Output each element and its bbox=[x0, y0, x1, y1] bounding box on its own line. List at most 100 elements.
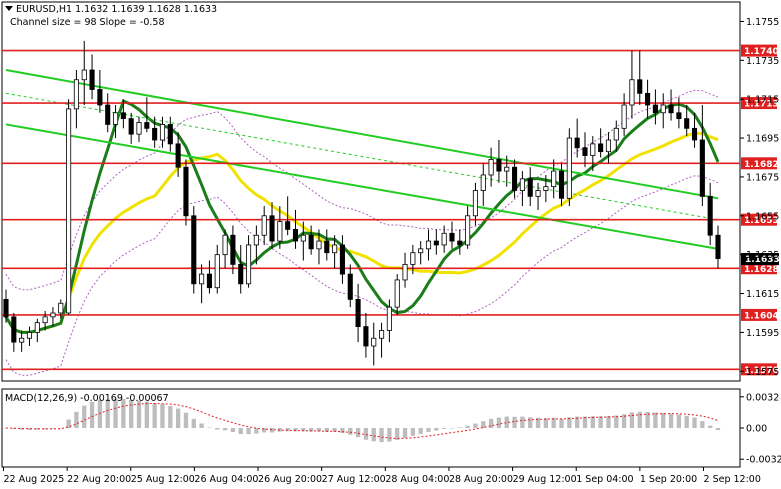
candle bbox=[300, 221, 306, 261]
macd-histogram-bar bbox=[332, 428, 337, 432]
macd-histogram-bar bbox=[348, 428, 353, 435]
candle bbox=[81, 40, 87, 106]
candle-body bbox=[551, 170, 557, 188]
candle-body bbox=[285, 221, 291, 230]
chart-menu-arrow-icon[interactable] bbox=[5, 6, 13, 11]
macd-histogram-bar bbox=[621, 414, 627, 428]
candle bbox=[316, 229, 322, 265]
macd-histogram-bar bbox=[465, 425, 470, 428]
time-tick-label: 27 Aug 12:00 bbox=[322, 474, 386, 485]
candle-body bbox=[590, 143, 596, 156]
time-tick-label: 26 Aug 04:00 bbox=[194, 474, 258, 485]
macd-histogram-bar bbox=[637, 411, 642, 428]
candle-body bbox=[34, 322, 40, 333]
macd-histogram-bar bbox=[598, 416, 603, 428]
candle-body bbox=[715, 234, 721, 259]
candle bbox=[425, 229, 432, 261]
candle bbox=[410, 244, 416, 275]
macd-histogram-bar bbox=[269, 428, 275, 433]
macd-histogram-bar bbox=[543, 418, 549, 428]
macd-histogram-bar bbox=[121, 398, 126, 428]
candle bbox=[637, 50, 643, 106]
candle bbox=[551, 159, 557, 199]
candle-body bbox=[652, 104, 658, 114]
macd-histogram-bar bbox=[262, 428, 267, 433]
current-price-marker: 1.1633 bbox=[741, 253, 780, 265]
candle bbox=[605, 132, 612, 164]
candle-body bbox=[691, 127, 698, 141]
macd-histogram-bar bbox=[82, 405, 87, 428]
macd-histogram-bar bbox=[645, 411, 650, 428]
candle bbox=[519, 171, 525, 207]
candle bbox=[441, 225, 447, 253]
candle bbox=[269, 202, 275, 249]
candle-body bbox=[410, 252, 416, 265]
candle bbox=[89, 54, 95, 100]
candle bbox=[402, 252, 408, 288]
macd-histogram-bar bbox=[27, 428, 32, 430]
level-price-box bbox=[741, 363, 777, 376]
candle bbox=[277, 206, 283, 249]
candle bbox=[676, 97, 682, 129]
candle-body bbox=[58, 302, 64, 314]
candle bbox=[707, 182, 713, 245]
macd-histogram-bar bbox=[559, 418, 564, 428]
macd-histogram-bar bbox=[105, 399, 110, 428]
time-tick-label: 22 Aug 20:00 bbox=[67, 474, 131, 485]
candle bbox=[26, 326, 33, 347]
candle-body bbox=[42, 316, 48, 324]
candle-body bbox=[11, 316, 17, 343]
macd-histogram-bar bbox=[35, 428, 40, 430]
candle bbox=[691, 112, 698, 148]
macd-histogram-bar bbox=[324, 428, 329, 432]
macd-tick-label: 0.00 bbox=[746, 424, 767, 435]
price-tick-label: 1.1675 bbox=[746, 172, 779, 183]
price-axis: 1.17551.17351.17151.16951.16751.16551.16… bbox=[740, 17, 779, 378]
candle bbox=[660, 93, 666, 129]
candle-body bbox=[214, 254, 220, 289]
candle-body bbox=[316, 240, 322, 250]
macd-histogram-bar bbox=[715, 428, 721, 431]
macd-histogram-bar bbox=[449, 428, 455, 429]
macd-histogram-bar bbox=[191, 418, 196, 428]
price-tick-label: 1.1615 bbox=[746, 289, 779, 300]
macd-histogram-bar bbox=[66, 419, 71, 428]
candle bbox=[621, 93, 627, 137]
candle bbox=[97, 70, 103, 113]
macd-histogram-bar bbox=[653, 412, 658, 428]
candle bbox=[332, 235, 338, 269]
symbol-info: EURUSD,H1 1.1632 1.1639 1.1628 1.1633 bbox=[16, 4, 217, 15]
macd-histogram-bar bbox=[488, 418, 494, 428]
candle-body bbox=[136, 122, 142, 135]
macd-histogram-bar bbox=[614, 415, 619, 428]
macd-histogram-bar bbox=[50, 428, 56, 429]
candle-body bbox=[89, 69, 95, 90]
candle-body bbox=[566, 137, 572, 199]
candle bbox=[58, 299, 64, 319]
candle bbox=[715, 225, 721, 269]
time-tick-label: 28 Aug 20:00 bbox=[449, 474, 513, 485]
candle-body bbox=[425, 240, 432, 250]
candle bbox=[418, 241, 424, 265]
current-price-box bbox=[741, 253, 779, 265]
candle-body bbox=[206, 273, 212, 289]
price-tick-label: 1.1635 bbox=[746, 250, 779, 261]
macd-indicator: 0.0032 0.00 -0.0032 bbox=[3, 392, 781, 466]
level-price-box bbox=[741, 157, 777, 170]
candle-body bbox=[519, 178, 525, 191]
candle bbox=[386, 299, 392, 343]
candle bbox=[699, 105, 705, 207]
macd-histogram-bar bbox=[418, 428, 423, 434]
macd-histogram-bar bbox=[301, 428, 306, 432]
candle bbox=[159, 116, 166, 148]
candle-body bbox=[105, 104, 111, 125]
candle bbox=[167, 116, 173, 152]
candle bbox=[3, 289, 9, 323]
candle-body bbox=[645, 92, 651, 106]
macd-histogram-bar bbox=[199, 423, 204, 428]
candle-body bbox=[175, 143, 181, 168]
level-price-label: 1.1740 bbox=[744, 47, 779, 57]
candle-body bbox=[73, 79, 79, 110]
candle-body bbox=[144, 122, 150, 129]
